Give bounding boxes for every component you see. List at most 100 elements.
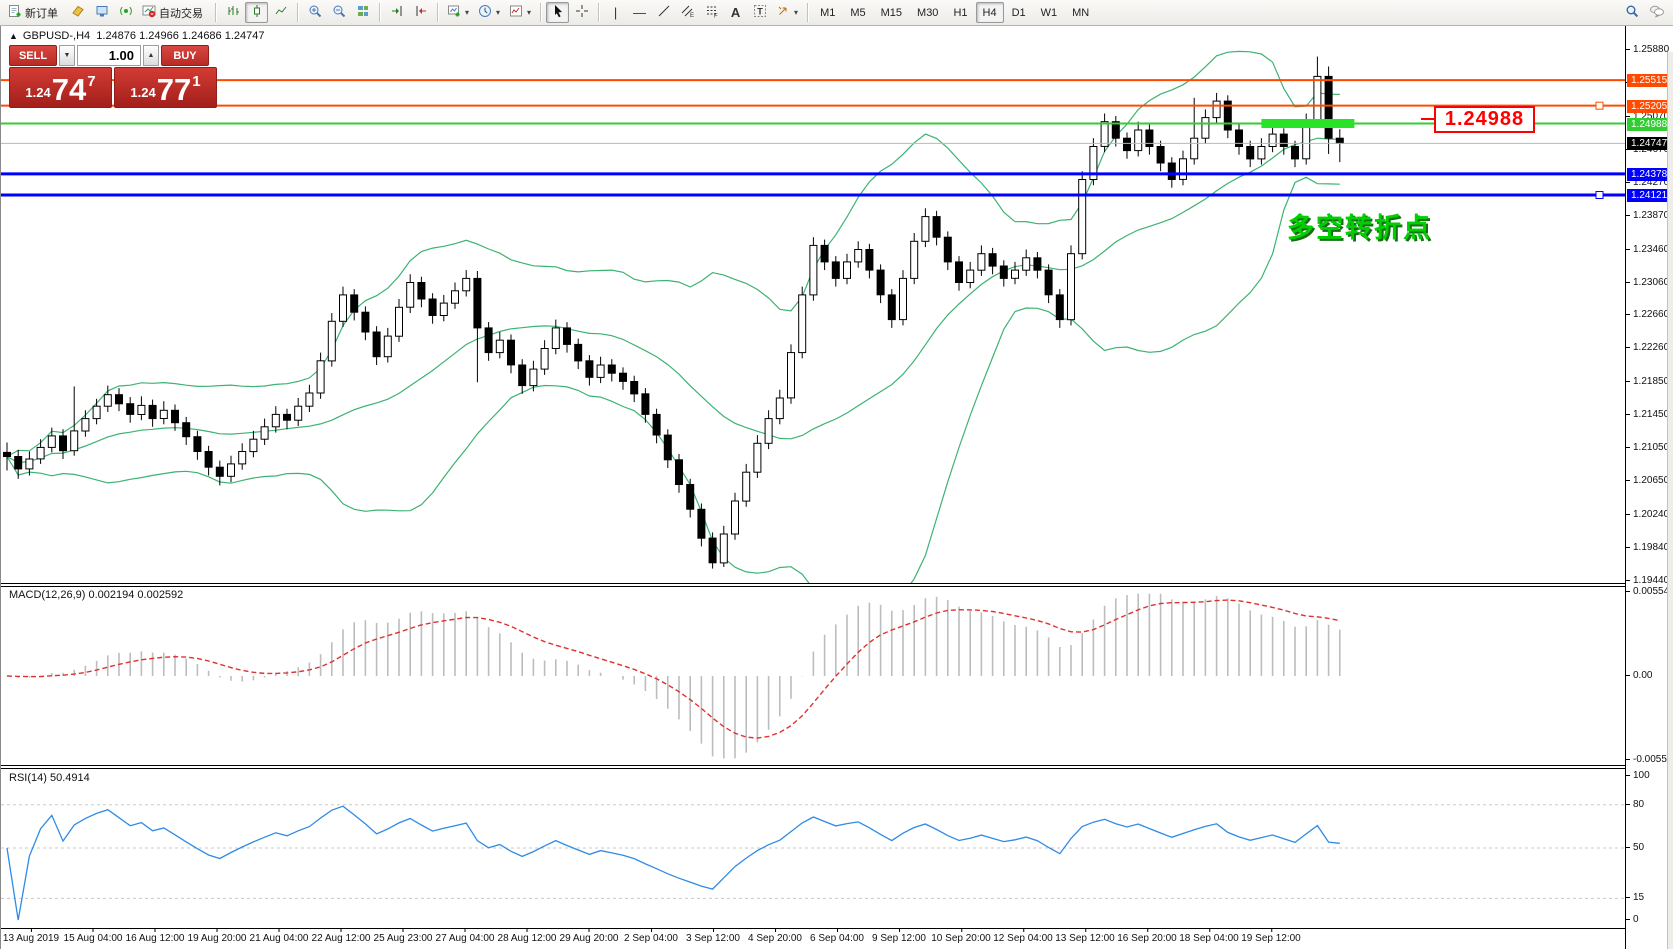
bar-chart-button[interactable] [221, 2, 244, 23]
bar-chart-icon [226, 4, 240, 21]
new-order-icon [8, 4, 22, 21]
chat-button[interactable] [1645, 2, 1669, 23]
time-axis-label: 15 Aug 04:00 [63, 929, 123, 944]
hosting-icon [95, 4, 109, 21]
time-axis-label: 19 Aug 20:00 [187, 929, 247, 944]
price-axis-tick: 1.21050 [1626, 442, 1673, 453]
buy-button[interactable]: BUY [161, 45, 209, 66]
arrows-dropdown[interactable]: ▾ [772, 2, 802, 23]
indicators-dropdown[interactable]: ▾ [505, 2, 535, 23]
candlestick-chart-button[interactable] [245, 2, 268, 23]
fibonacci-tool-button[interactable]: F [700, 2, 723, 23]
timeframe-button-m5[interactable]: M5 [850, 6, 866, 19]
main-chart-pane[interactable] [1, 26, 1625, 583]
collapse-trade-panel-icon[interactable]: ▲ [9, 31, 18, 41]
chevron-down-icon: ▾ [527, 8, 532, 17]
timeframe-button-m15[interactable]: M15 [880, 6, 903, 19]
time-axis-label: 12 Sep 04:00 [993, 929, 1053, 944]
price-axis-tick: 1.24270 [1626, 177, 1673, 188]
equidistant-channel-icon: E [681, 4, 695, 21]
time-axis-label: 18 Sep 04:00 [1179, 929, 1239, 944]
volume-increase-button[interactable]: ▲ [143, 45, 159, 66]
bid-price-label: 1.24747 [1627, 137, 1673, 150]
buy-price-prefix: 1.24 [130, 85, 156, 100]
trendline-tool-button[interactable] [652, 2, 675, 23]
pane-separator[interactable] [1, 583, 1625, 587]
metaeditor-button[interactable] [66, 2, 89, 23]
buy-price-box[interactable]: 1.24 77 1 [114, 67, 217, 108]
autotrading-button[interactable]: 自动交易 [138, 2, 210, 23]
macd-axis-tick: 0.00 [1626, 670, 1673, 681]
timeframe-button-h1[interactable]: H1 [953, 6, 968, 19]
tile-windows-button[interactable] [351, 2, 374, 23]
autotrading-icon [142, 4, 156, 21]
sell-button[interactable]: SELL [9, 45, 57, 66]
volume-input[interactable] [77, 45, 141, 66]
svg-text:T: T [757, 7, 763, 17]
macd-pane[interactable] [1, 587, 1625, 765]
timeframe-toolbar: M1 M5 M15 M30 H1 H4 D1 W1 MN [813, 2, 1096, 23]
buy-price-main: 77 [156, 71, 192, 107]
macd-indicator-label: MACD(12,26,9) 0.002194 0.002592 [9, 589, 184, 601]
price-axis-tick: 1.23460 [1626, 244, 1673, 255]
auto-scroll-button[interactable] [385, 2, 408, 23]
search-button[interactable] [1620, 2, 1643, 23]
toolbar-separator [598, 3, 600, 22]
line-chart-button[interactable] [269, 2, 292, 23]
sell-price-box[interactable]: 1.24 74 7 [9, 67, 112, 108]
vertical-line-tool-button[interactable]: | [604, 2, 627, 23]
price-line-label: 1.24378 [1627, 168, 1673, 181]
virtual-hosting-button[interactable] [90, 2, 113, 23]
new-order-button[interactable]: 新订单 [4, 2, 65, 23]
rsi-axis-tick: 80 [1626, 799, 1673, 810]
price-line-label: 1.24988 [1627, 118, 1673, 131]
chart-shift-button[interactable] [409, 2, 432, 23]
sell-price-main: 74 [51, 71, 87, 107]
time-axis-label: 27 Aug 04:00 [435, 929, 495, 944]
pane-separator[interactable] [1, 765, 1625, 769]
periods-dropdown[interactable]: ▾ [474, 2, 504, 23]
equidistant-channel-tool-button[interactable]: E [676, 2, 699, 23]
cursor-tool-button[interactable] [546, 2, 570, 23]
chart-text-annotation[interactable]: 多空转折点 [1287, 213, 1432, 243]
main-toolbar: 新订单 自动交易 ▾ ▾ ▾ | — E F A [0, 0, 1673, 26]
toolbar-separator [215, 3, 216, 22]
text-label-tool-button[interactable]: T [748, 2, 771, 23]
chart-window: ▲ GBPUSD-,H4 1.24876 1.24966 1.24686 1.2… [0, 26, 1673, 949]
timeframe-button-m1[interactable]: M1 [820, 6, 836, 19]
rsi-axis-tick: 50 [1626, 842, 1673, 853]
timeframe-button-d1[interactable]: D1 [1011, 6, 1026, 19]
horizontal-line-tool-button[interactable]: — [628, 2, 651, 23]
fibonacci-icon: F [705, 4, 719, 21]
new-order-label: 新订单 [25, 7, 58, 20]
new-chart-dropdown[interactable]: ▾ [443, 2, 473, 23]
toolbar-separator [807, 3, 809, 22]
cursor-icon [551, 4, 565, 21]
zoom-in-icon [308, 4, 322, 21]
price-flag-annotation[interactable]: 1.24988 [1434, 106, 1535, 133]
zoom-in-button[interactable] [303, 2, 326, 23]
time-axis[interactable]: 13 Aug 2019 15 Aug 04:00 16 Aug 12:00 19 Au… [1, 929, 1625, 949]
rsi-pane[interactable] [1, 769, 1625, 928]
signals-button[interactable] [114, 2, 137, 23]
timeframe-button-m30[interactable]: M30 [917, 6, 939, 19]
zoom-out-button[interactable] [327, 2, 350, 23]
timeframe-button-mn[interactable]: MN [1072, 6, 1090, 19]
horizontal-line-icon: — [633, 5, 647, 20]
price-line-label: 1.25205 [1627, 100, 1673, 113]
chevron-down-icon: ▾ [496, 8, 501, 17]
sell-price-sup: 7 [87, 73, 96, 90]
text-tool-button[interactable]: A [724, 2, 747, 23]
price-axis[interactable]: 1.258801.254801.250701.246701.242701.238… [1625, 26, 1673, 949]
time-axis-label: 13 Sep 12:00 [1055, 929, 1115, 944]
timeframe-button-h4[interactable]: H4 [975, 2, 1004, 23]
rsi-axis-tick: 15 [1626, 892, 1673, 903]
one-click-trade-panel: SELL ▼ ▲ BUY 1.24 74 7 1.24 77 1 [9, 45, 217, 108]
timeframe-button-w1[interactable]: W1 [1040, 6, 1058, 19]
crosshair-tool-button[interactable] [570, 2, 593, 23]
volume-decrease-button[interactable]: ▼ [59, 45, 75, 66]
arrows-icon [776, 4, 790, 21]
new-chart-icon [447, 4, 461, 21]
time-axis-label: 6 Sep 04:00 [810, 929, 864, 944]
